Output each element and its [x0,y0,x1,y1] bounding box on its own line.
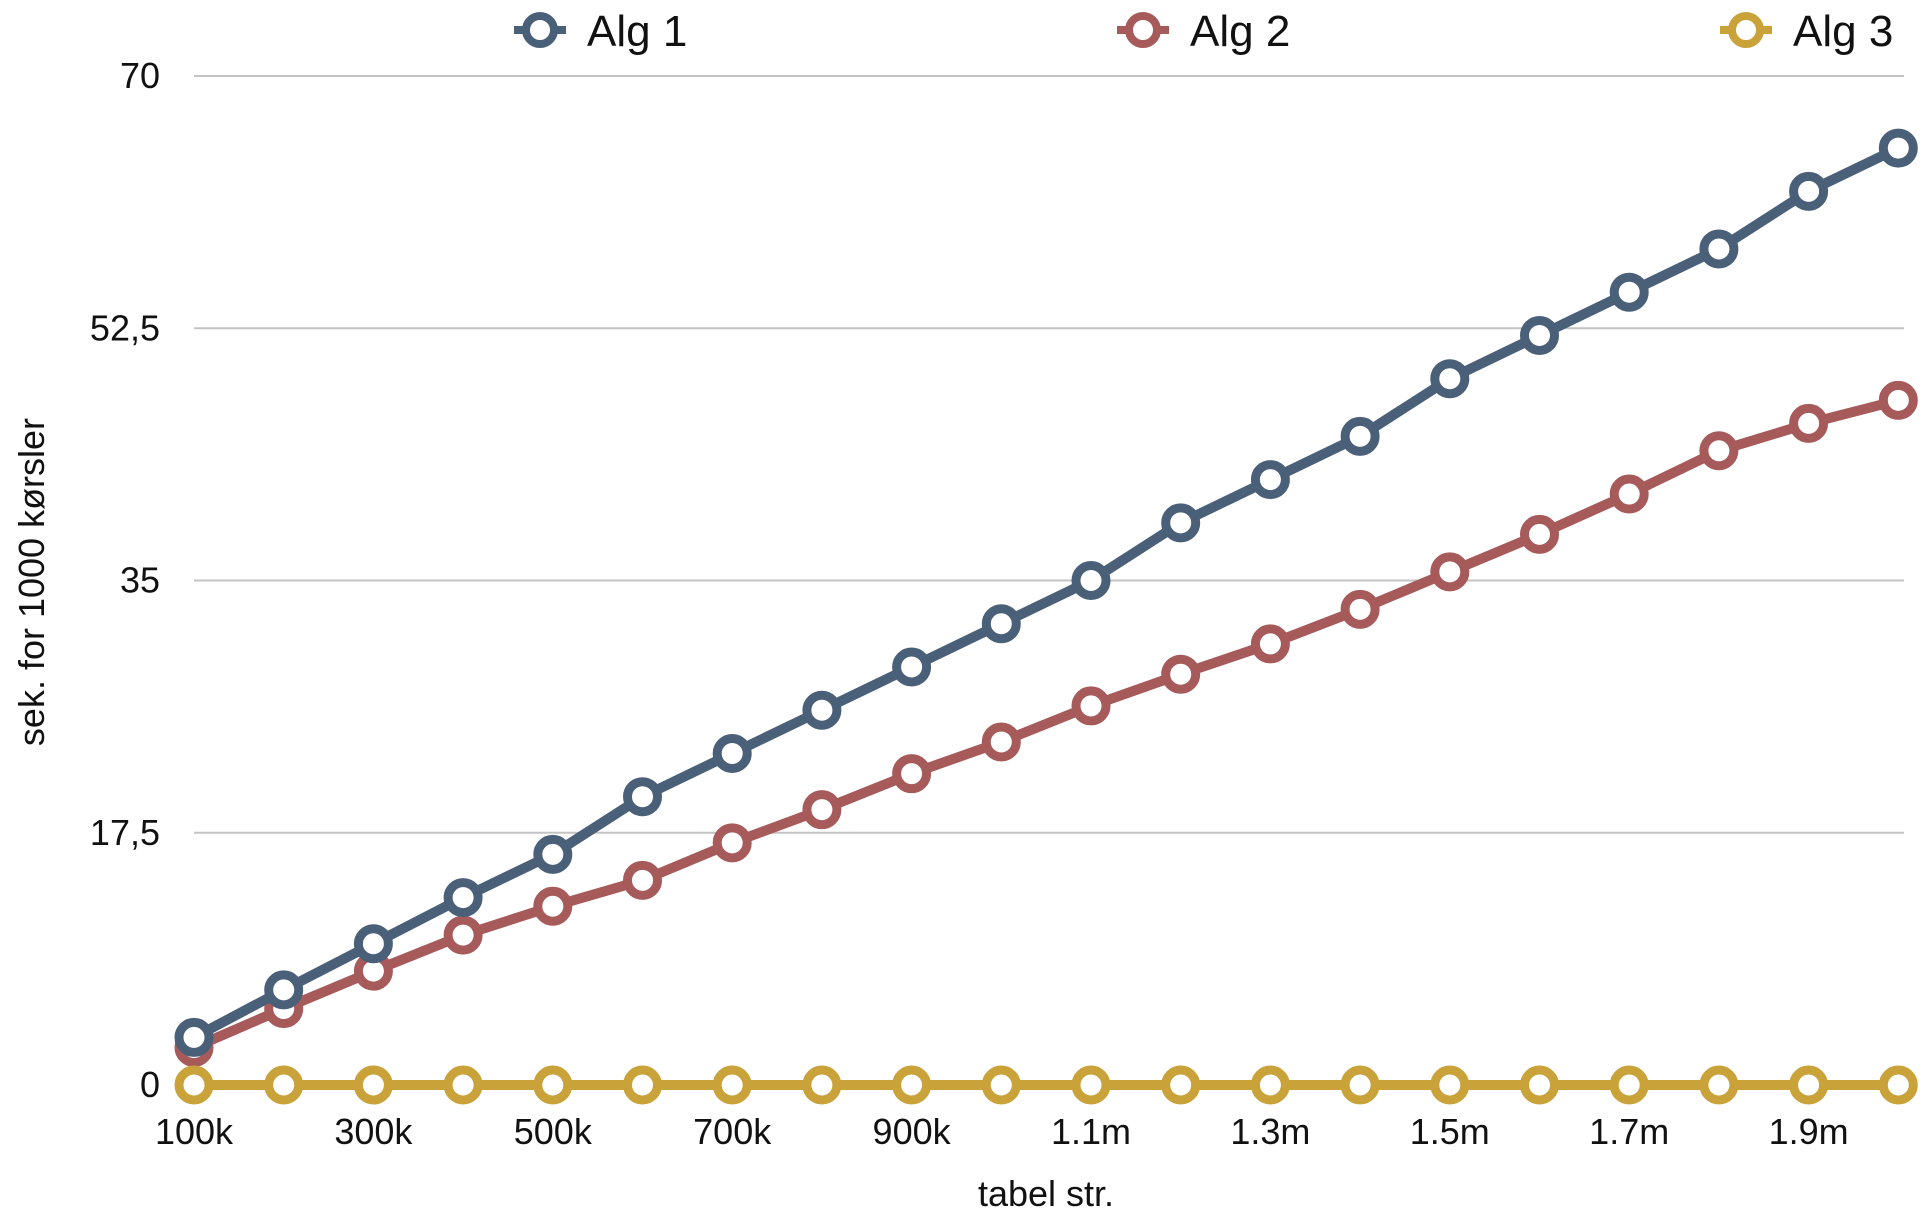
y-tick-label: 35 [120,560,160,601]
data-point [1520,514,1559,554]
data-point [623,1065,662,1105]
data-point [712,1065,752,1105]
data-point [353,924,393,964]
data-point [1609,474,1649,514]
data-point [1520,315,1559,355]
data-point [533,834,573,874]
x-tick-label: 1.3m [1230,1111,1310,1152]
data-point [1699,229,1739,269]
data-point [1878,1065,1918,1105]
legend: Alg 1 Alg 2 Alg 3 [514,7,1893,56]
legend-marker [1125,12,1161,48]
series-alg-3 [174,1065,1918,1105]
y-tick-label: 17,5 [90,812,160,853]
data-point [1250,624,1290,664]
x-tick-label: 900k [873,1111,952,1152]
data-point [1520,1065,1559,1105]
data-point [1878,380,1918,420]
data-point [802,1065,842,1105]
x-tick-label: 1.1m [1051,1111,1131,1152]
y-axis-label: sek. for 1000 kørsler [11,418,52,746]
x-tick-label: 1.5m [1410,1111,1490,1152]
legend-marker [1728,12,1764,48]
data-point [981,604,1021,644]
series-alg-1 [174,128,1918,1057]
legend-label: Alg 3 [1793,7,1893,56]
data-point [1071,1065,1111,1105]
data-point [1699,431,1739,471]
data-point [712,733,752,773]
legend-item: Alg 2 [1117,7,1290,56]
data-point [802,790,842,830]
data-point [1071,561,1111,600]
data-point [443,915,483,955]
data-point [712,823,752,863]
y-axis-ticks: 0 17,5 35 52,5 70 [90,55,160,1105]
legend-label: Alg 2 [1190,7,1290,56]
y-tick-label: 52,5 [90,307,160,348]
x-tick-label: 1.7m [1589,1111,1669,1152]
legend-marker [522,12,558,48]
data-point [623,860,662,900]
x-tick-label: 500k [514,1111,593,1152]
data-point [353,1065,393,1105]
data-point [1161,503,1201,543]
data-point [1071,686,1111,726]
data-point [533,1065,573,1105]
data-point [443,1065,483,1105]
data-point [981,1065,1021,1105]
data-point [1161,654,1201,694]
data-point [1340,416,1380,456]
data-point [981,722,1021,762]
data-point [892,1065,932,1105]
data-point [892,754,932,794]
data-point [264,1065,304,1105]
data-point [1699,1065,1739,1105]
data-point [174,1065,214,1105]
data-point [1878,128,1918,168]
legend-item: Alg 1 [514,7,687,56]
y-tick-label: 70 [120,55,160,96]
data-point [1789,171,1829,211]
x-tick-label: 700k [693,1111,772,1152]
series-alg-2 [174,380,1918,1068]
series-layer [174,128,1918,1105]
data-point [1430,1065,1470,1105]
data-point [1789,403,1829,443]
data-point [1161,1065,1201,1105]
data-point [443,878,483,918]
data-point [1789,1065,1829,1105]
x-tick-label: 100k [155,1111,234,1152]
data-point [1609,1065,1649,1105]
y-tick-label: 0 [140,1064,160,1105]
legend-item: Alg 3 [1720,7,1893,56]
data-point [1340,1065,1380,1105]
legend-label: Alg 1 [587,7,687,56]
data-point [1340,589,1380,629]
data-point [1250,1065,1290,1105]
x-tick-label: 1.9m [1769,1111,1849,1152]
data-point [533,886,573,926]
data-point [264,970,304,1010]
data-point [1430,552,1470,592]
data-point [623,777,662,817]
x-tick-label: 300k [334,1111,413,1152]
data-point [892,647,932,687]
data-point [1609,272,1649,312]
x-axis-ticks: 100k 300k 500k 700k 900k 1.1m 1.3m 1.5m 1.7m 1.9m [155,1111,1849,1152]
data-point [174,1017,214,1057]
data-point [1430,359,1470,399]
data-point [802,690,842,730]
x-axis-label: tabel str. [978,1173,1114,1214]
data-point [1250,460,1290,500]
